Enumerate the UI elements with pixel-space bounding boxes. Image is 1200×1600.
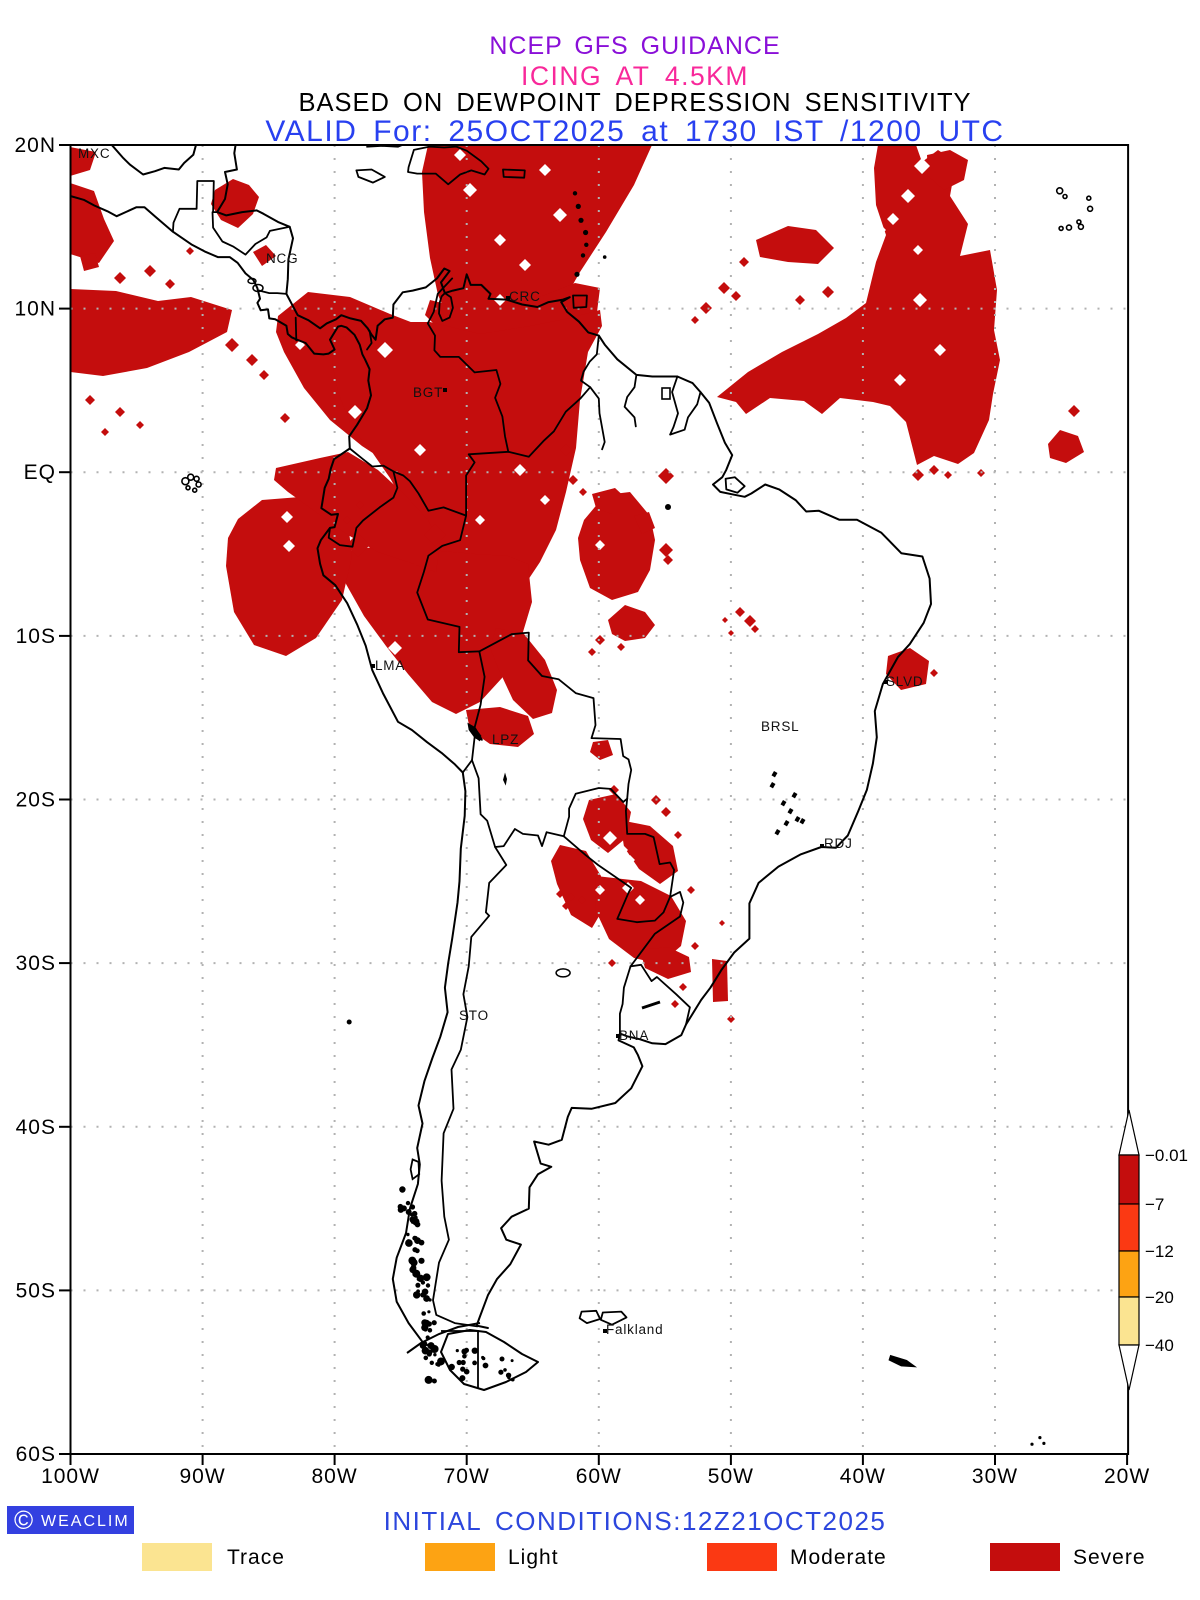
svg-text:−12: −12 [1145, 1242, 1174, 1261]
svg-text:BGT: BGT [413, 385, 443, 400]
svg-text:BNA: BNA [619, 1028, 649, 1043]
svg-text:CRC: CRC [509, 289, 541, 304]
svg-text:40S: 40S [16, 1116, 56, 1139]
svg-text:−7: −7 [1145, 1195, 1164, 1214]
svg-text:NCG: NCG [266, 251, 298, 266]
svg-text:50S: 50S [16, 1279, 56, 1302]
svg-text:30W: 30W [972, 1465, 1018, 1488]
svg-text:10S: 10S [16, 625, 56, 648]
svg-text:LPZ: LPZ [492, 732, 519, 747]
svg-text:STO: STO [459, 1008, 489, 1023]
svg-text:30S: 30S [16, 952, 56, 975]
svg-text:RDJ: RDJ [824, 836, 853, 851]
svg-text:Falkland: Falkland [606, 1322, 663, 1337]
svg-text:−20: −20 [1145, 1288, 1174, 1307]
svg-text:80W: 80W [312, 1465, 358, 1488]
svg-text:90W: 90W [180, 1465, 226, 1488]
svg-text:60W: 60W [576, 1465, 622, 1488]
svg-text:20S: 20S [16, 789, 56, 812]
svg-text:20W: 20W [1104, 1465, 1150, 1488]
svg-text:50W: 50W [708, 1465, 754, 1488]
svg-text:EQ: EQ [24, 461, 56, 484]
svg-text:SLVD: SLVD [886, 674, 923, 689]
svg-text:100W: 100W [41, 1465, 100, 1488]
svg-text:LMA: LMA [375, 658, 405, 673]
svg-text:BRSL: BRSL [761, 719, 799, 734]
svg-text:10N: 10N [14, 298, 56, 321]
svg-text:60S: 60S [16, 1443, 56, 1466]
svg-text:MXC: MXC [78, 146, 110, 161]
svg-text:−40: −40 [1145, 1336, 1174, 1355]
svg-text:−0.01: −0.01 [1145, 1146, 1188, 1165]
svg-text:70W: 70W [444, 1465, 490, 1488]
svg-text:40W: 40W [840, 1465, 886, 1488]
svg-text:20N: 20N [14, 134, 56, 157]
